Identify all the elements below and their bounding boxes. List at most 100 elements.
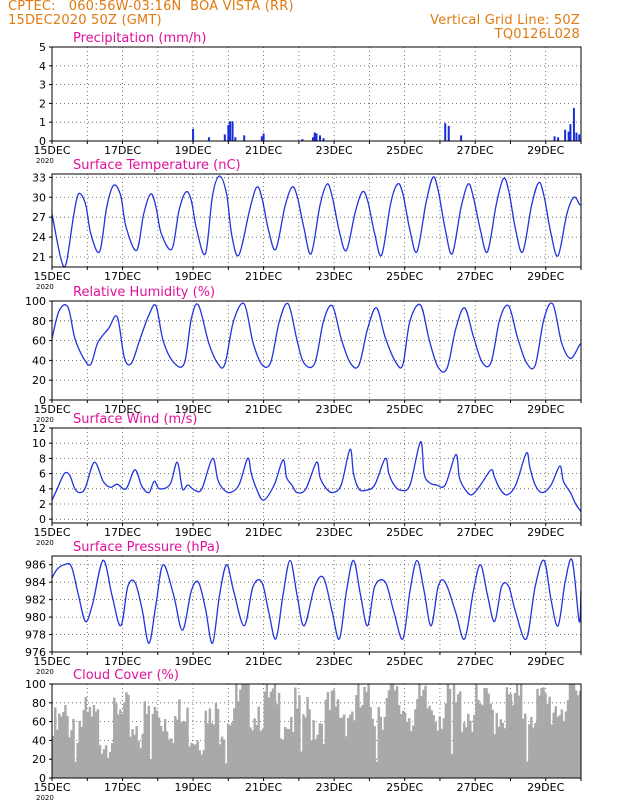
cloud-bar [332, 689, 336, 778]
precip-bar [564, 129, 567, 141]
cloud-bar [355, 695, 358, 778]
cloud-bar [538, 695, 541, 778]
cloud-bar [281, 739, 285, 778]
cloud-bar [334, 706, 338, 778]
cloud-bar [310, 740, 313, 778]
cloud-bar [267, 697, 271, 778]
cloud-bar [249, 727, 252, 778]
cloud-bar [414, 709, 417, 778]
y-tick-label: 0 [39, 513, 46, 526]
cloud-bar [290, 716, 293, 778]
precip-bar [575, 132, 578, 141]
header-grid-line: Vertical Grid Line: 50Z [430, 13, 580, 28]
cloud-bar [292, 731, 295, 778]
cloud-bar [314, 739, 317, 778]
cloud-bar [135, 726, 138, 778]
x-tick-label: 21DEC [245, 655, 282, 668]
y-tick-label: 976 [25, 646, 46, 659]
precip-bar [243, 135, 246, 141]
cloud-bar [395, 686, 399, 778]
cloud-bar [454, 702, 458, 778]
cloud-bar [495, 712, 498, 778]
cloud-bar [119, 709, 122, 778]
x-tick-label: 15DEC [33, 526, 70, 539]
x-tick-label: 17DEC [104, 144, 141, 157]
cloud-bar [440, 728, 444, 778]
cloud-bar [96, 709, 100, 778]
cloud-bar [239, 689, 242, 778]
cloud-bar [196, 740, 199, 778]
panel-frame [51, 427, 582, 524]
panel-frame [51, 300, 582, 401]
cloud-bar [336, 699, 340, 778]
cloud-bar [190, 742, 193, 778]
cloud-bar [442, 718, 446, 778]
x-tick-label: 19DEC [175, 144, 212, 157]
cloud-bar [302, 714, 305, 778]
precip-bar [234, 137, 237, 141]
cloud-bar [450, 754, 454, 778]
cloud-bar [285, 728, 289, 778]
cloud-bar [247, 684, 250, 778]
x-tick-label: 21DEC [245, 403, 282, 416]
panel-2: 0 20 40 60 80 100 15DEC 17DEC 19DEC 21DEC 23DEC 25D… [25, 285, 582, 424]
cloud-bar [347, 717, 350, 778]
cloud-bar [475, 684, 478, 778]
y-tick-label: 27 [32, 211, 46, 224]
cloud-bar [224, 763, 228, 778]
cloud-bar [412, 725, 415, 778]
cloud-bar [515, 684, 519, 778]
y-tick-label: 12 [32, 422, 46, 435]
cloud-bar [308, 709, 311, 778]
cloud-bar [192, 745, 195, 778]
cloud-bar [387, 690, 391, 778]
cloud-bar [198, 750, 201, 778]
y-tick-label: 8 [39, 452, 46, 465]
y-tick-label: 40 [32, 354, 46, 367]
series-line [51, 302, 582, 373]
precip-bar [444, 123, 447, 141]
cloud-bar [70, 730, 73, 778]
cloud-bar [265, 684, 269, 778]
cloud-bar [200, 754, 203, 778]
x-tick-label: 21DEC [245, 144, 282, 157]
cloud-bar [503, 728, 507, 778]
x-tick-label: 27DEC [457, 526, 494, 539]
cloud-bar [485, 688, 488, 778]
y-tick-label: 2 [39, 97, 46, 110]
cloud-bar [326, 691, 330, 778]
x-tick-label: 25DEC [386, 270, 423, 283]
cloud-bar [381, 729, 385, 778]
panel-title: Precipitation (mm/h) [73, 31, 206, 46]
x-tick-label: 25DEC [386, 781, 423, 794]
x-tick-label: 17DEC [104, 781, 141, 794]
cloud-bar [487, 693, 490, 778]
cloud-bar [570, 684, 574, 778]
cloud-bar [251, 730, 254, 778]
x-tick-label: 27DEC [457, 270, 494, 283]
cloud-bar [186, 707, 189, 778]
cloud-bar [361, 705, 364, 778]
y-tick-label: 1 [39, 116, 46, 129]
cloud-bar [574, 690, 578, 778]
y-tick-label: 0 [39, 394, 46, 407]
cloud-bar [365, 691, 368, 778]
y-tick-label: 60 [32, 716, 46, 729]
cloud-bar [316, 734, 319, 778]
cloud-bar [127, 694, 130, 778]
x-tick-label: 21DEC [245, 781, 282, 794]
precip-bar [192, 128, 195, 141]
cloud-bar [509, 693, 513, 778]
cloud-bar [401, 710, 405, 778]
panel-title: Surface Pressure (hPa) [73, 540, 220, 555]
cloud-bar [214, 702, 218, 778]
cloud-bar [320, 723, 324, 778]
cloud-bar [273, 684, 277, 778]
cloud-bar [68, 737, 71, 778]
cloud-bar [397, 705, 401, 778]
precip-bar [319, 135, 322, 141]
cloud-bar [294, 687, 297, 778]
cloud-bar [344, 736, 348, 778]
cloud-bar [511, 705, 515, 778]
cloud-bar [220, 736, 224, 778]
